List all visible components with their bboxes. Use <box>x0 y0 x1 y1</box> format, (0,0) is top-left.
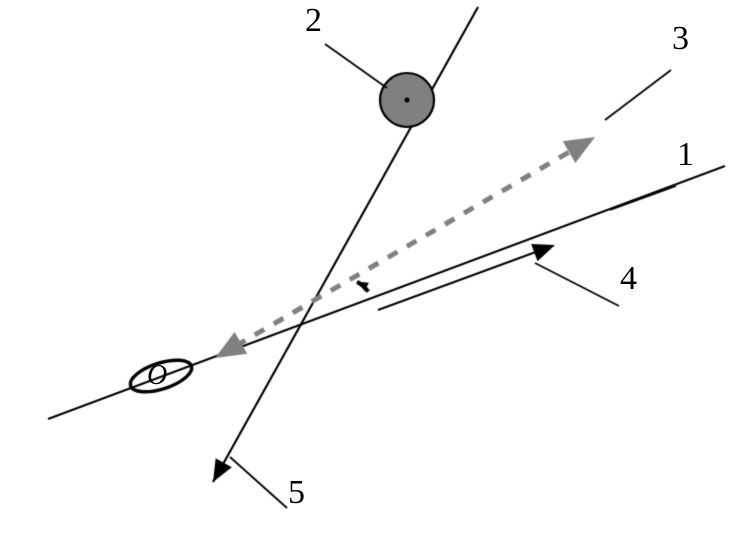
label-3: 3 <box>672 20 689 58</box>
label-4: 4 <box>620 260 637 298</box>
letter-O: O <box>147 360 167 392</box>
label-1: 1 <box>677 136 694 174</box>
label-5: 5 <box>288 474 305 512</box>
label-2: 2 <box>305 2 322 40</box>
